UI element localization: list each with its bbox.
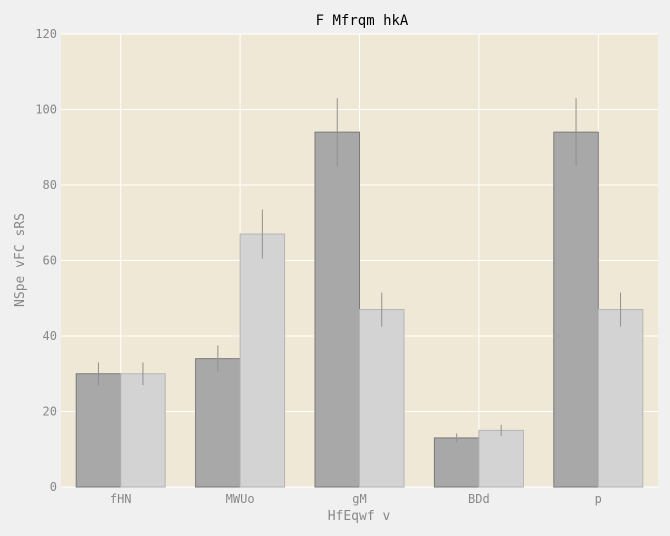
y-tick-label: 40 — [43, 329, 57, 343]
y-tick-label: 20 — [43, 405, 57, 419]
x-tick-label: MWUo — [226, 492, 255, 506]
bar — [239, 233, 286, 488]
bar — [597, 309, 644, 488]
bar — [433, 437, 480, 488]
x-tick-label: gM — [352, 492, 366, 506]
bars — [75, 131, 644, 488]
y-axis-ticks: 0 20 40 60 80 100 120 — [35, 27, 57, 494]
x-axis-label: HfEqwf v — [328, 509, 391, 524]
y-tick-label: 60 — [43, 254, 57, 268]
bar — [553, 131, 599, 488]
bar — [120, 373, 166, 488]
y-tick-label: 100 — [35, 103, 57, 117]
chart-title: F Mfrqm hkA — [316, 13, 409, 29]
y-tick-label: 0 — [50, 480, 57, 494]
y-tick-label: 80 — [43, 178, 57, 192]
y-tick-label: 120 — [35, 27, 57, 41]
bar — [478, 429, 524, 488]
y-axis-label: NSpe vFC sRS — [13, 213, 28, 307]
bar — [314, 131, 360, 488]
x-axis-ticks: fHN MWUo gM BDd p — [110, 492, 602, 506]
bar — [195, 358, 241, 488]
x-tick-label: BDd — [468, 492, 490, 506]
bar — [75, 373, 122, 488]
x-tick-label: fHN — [110, 492, 132, 506]
bar — [359, 309, 405, 488]
x-tick-label: p — [595, 492, 602, 506]
error-bars — [97, 98, 622, 443]
